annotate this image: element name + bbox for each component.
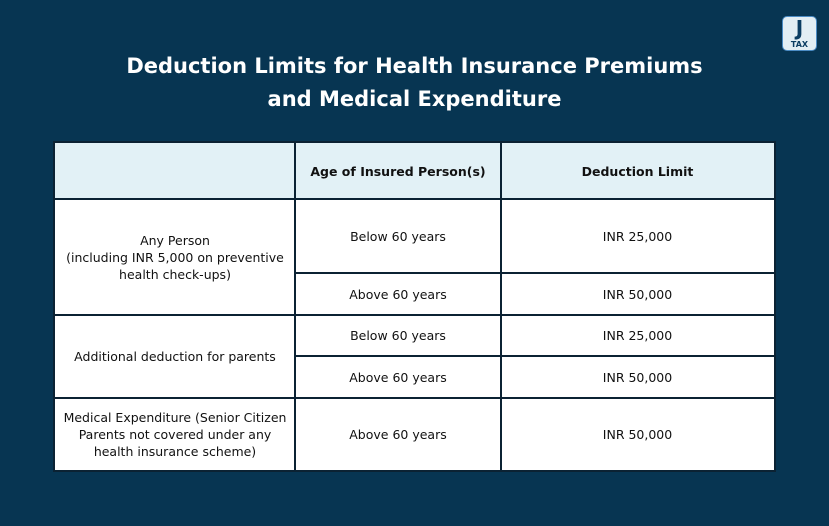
title-line-2: and Medical Expenditure [267, 87, 562, 111]
category-any-person: Any Person (including INR 5,000 on preve… [55, 199, 295, 315]
deduction-table: Age of Insured Person(s) Deduction Limit… [53, 141, 776, 472]
age-cell: Above 60 years [349, 426, 447, 442]
page-title: Deduction Limits for Health Insurance Pr… [0, 50, 829, 116]
header-cell-age: Age of Insured Person(s) [295, 143, 501, 199]
title-line-1: Deduction Limits for Health Insurance Pr… [126, 54, 703, 78]
category-label: Any Person (including INR 5,000 on preve… [66, 232, 284, 282]
age-cell: Below 60 years [350, 228, 446, 244]
limit-cell: INR 50,000 [602, 369, 673, 385]
logo-subtext: TAX [790, 40, 809, 49]
limit-cell: INR 25,000 [602, 328, 673, 343]
row-divider [55, 397, 774, 399]
age-cell: Below 60 years [350, 328, 446, 343]
limit-cell: INR 50,000 [602, 426, 673, 442]
category-medical-expenditure: Medical Expenditure (Senior Citizen Pare… [63, 409, 287, 459]
jtax-logo: J TAX [782, 16, 817, 51]
column-divider [500, 143, 502, 470]
header-cell-limit: Deduction Limit [501, 143, 774, 199]
column-divider [294, 143, 296, 470]
category-parents: Additional deduction for parents [74, 349, 276, 364]
age-cell: Above 60 years [349, 286, 447, 302]
limit-cell: INR 25,000 [602, 228, 673, 244]
logo-letter: J [795, 16, 804, 40]
row-divider [55, 314, 774, 316]
row-divider [295, 355, 774, 357]
header-cell-empty [55, 143, 295, 199]
age-cell: Above 60 years [349, 369, 447, 385]
limit-cell: INR 50,000 [602, 286, 673, 302]
row-divider [295, 272, 774, 274]
row-divider [55, 198, 774, 200]
